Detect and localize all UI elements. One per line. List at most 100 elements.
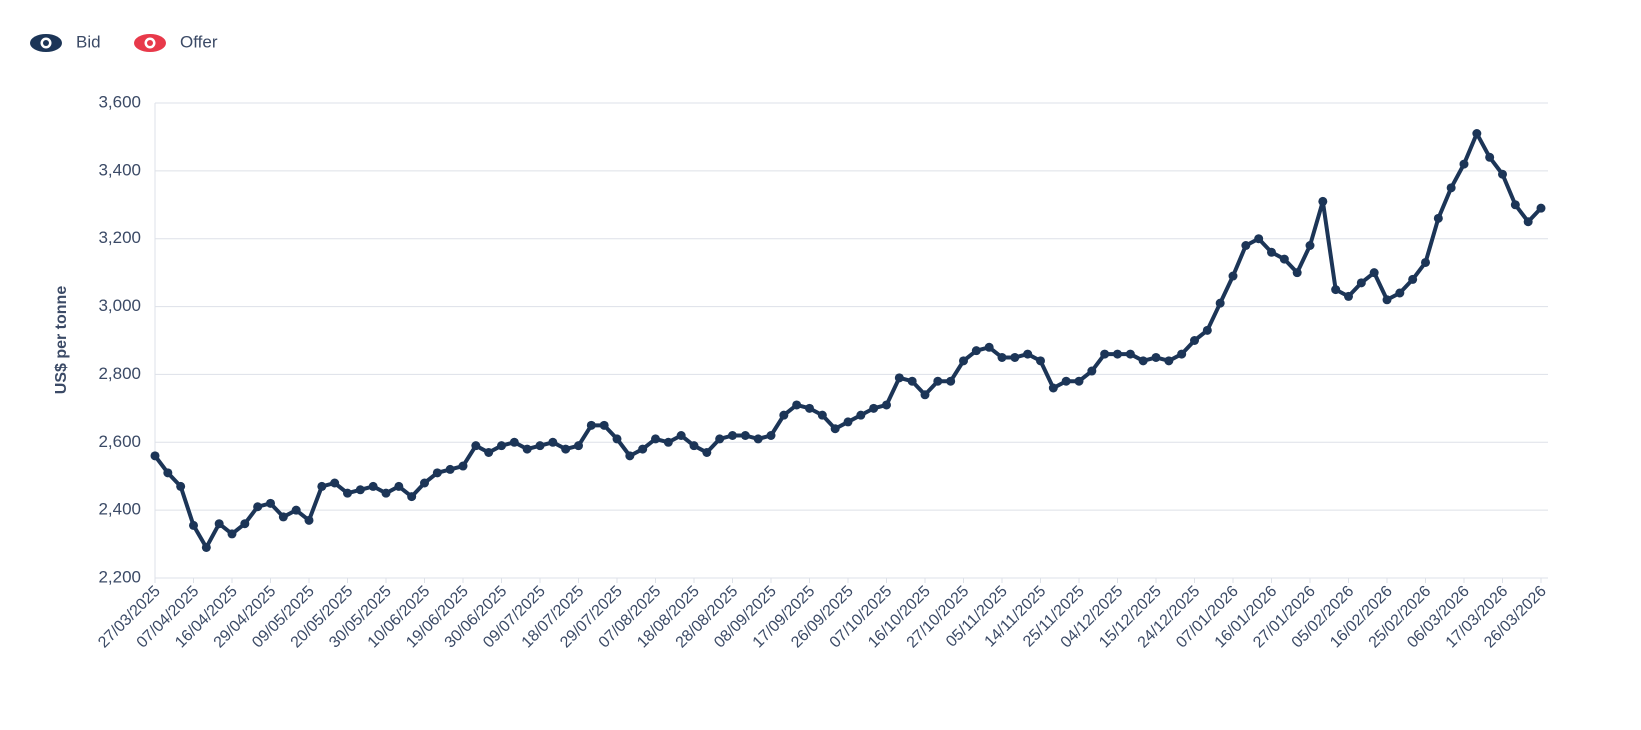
data-point (1023, 349, 1033, 359)
data-point (1305, 241, 1315, 250)
data-point (407, 492, 417, 502)
data-point (792, 400, 802, 410)
data-point (1421, 257, 1430, 267)
legend-icon (147, 40, 153, 46)
y-tick-label: 3,000 (98, 296, 141, 315)
data-point (715, 434, 725, 444)
data-point (1472, 129, 1482, 139)
data-point (266, 498, 275, 508)
data-point (997, 352, 1007, 362)
data-point (432, 468, 442, 478)
data-point (1202, 325, 1212, 335)
legend-label: Bid (76, 32, 101, 51)
legend-label: Offer (180, 32, 218, 51)
data-point (766, 431, 776, 440)
data-point (574, 441, 583, 451)
data-point (1036, 356, 1045, 366)
data-point (1190, 336, 1199, 345)
data-point (651, 434, 660, 444)
data-point (1459, 159, 1469, 169)
data-point (843, 417, 853, 427)
data-point (1279, 254, 1289, 264)
data-point (368, 481, 378, 491)
data-point (1228, 271, 1238, 281)
data-point (343, 488, 352, 498)
data-point (1074, 376, 1084, 386)
data-point (522, 444, 532, 454)
data-point (291, 505, 301, 515)
data-point (330, 478, 340, 488)
data-point (920, 390, 930, 400)
data-point (1125, 349, 1135, 359)
y-axis-title: US$ per tonne (53, 286, 70, 395)
y-tick-label: 2,400 (98, 500, 141, 519)
data-point (1536, 203, 1546, 213)
data-point (1331, 285, 1341, 295)
data-point (599, 420, 609, 430)
data-point (484, 447, 494, 457)
data-point (779, 410, 789, 420)
data-point (586, 420, 596, 430)
data-point (1048, 383, 1058, 393)
data-point (1382, 295, 1392, 305)
data-point (497, 441, 506, 451)
data-point (663, 437, 673, 447)
data-point (869, 403, 879, 413)
data-point (317, 481, 327, 491)
data-point (894, 373, 904, 383)
data-point (1254, 234, 1264, 244)
data-point (1433, 213, 1443, 223)
y-tick-label: 2,600 (98, 432, 141, 451)
data-point (971, 346, 981, 356)
y-tick-label: 2,200 (98, 567, 141, 586)
data-point (1113, 349, 1122, 359)
data-point (882, 400, 891, 410)
data-point (984, 342, 994, 352)
data-point (189, 520, 198, 530)
data-point (1523, 217, 1533, 227)
data-point (638, 444, 648, 454)
data-point (728, 431, 737, 440)
data-point (548, 437, 558, 447)
data-point (702, 447, 712, 457)
y-tick-label: 2,800 (98, 364, 141, 383)
data-point (830, 424, 840, 434)
data-point (1100, 349, 1110, 359)
data-point (907, 376, 917, 386)
data-point (1164, 356, 1174, 366)
data-point (163, 468, 173, 478)
data-point (1151, 352, 1161, 362)
data-point (625, 451, 635, 461)
data-point (946, 376, 956, 386)
data-point (240, 519, 250, 529)
data-point (201, 542, 211, 552)
data-point (612, 434, 622, 444)
data-point (509, 437, 519, 447)
data-point (1498, 169, 1507, 179)
data-point (471, 441, 481, 451)
data-point (381, 488, 391, 498)
data-point (689, 441, 699, 451)
data-point (458, 461, 468, 471)
data-point (176, 481, 186, 491)
data-point (561, 444, 571, 454)
data-point (1395, 288, 1405, 298)
data-point (1485, 152, 1495, 162)
data-point (150, 451, 160, 461)
data-point (304, 515, 314, 525)
data-point (278, 512, 288, 522)
data-point (1177, 349, 1187, 359)
data-point (1510, 200, 1520, 210)
data-point (740, 431, 750, 440)
data-point (227, 529, 237, 539)
data-point (253, 502, 263, 512)
legend: Bid Offer (30, 32, 218, 52)
y-tick-label: 3,400 (98, 160, 141, 179)
data-point (445, 464, 455, 474)
data-point (1267, 247, 1276, 257)
data-point (959, 356, 968, 366)
legend-icon (43, 40, 49, 46)
data-point (1061, 376, 1071, 386)
data-point (1356, 278, 1366, 288)
